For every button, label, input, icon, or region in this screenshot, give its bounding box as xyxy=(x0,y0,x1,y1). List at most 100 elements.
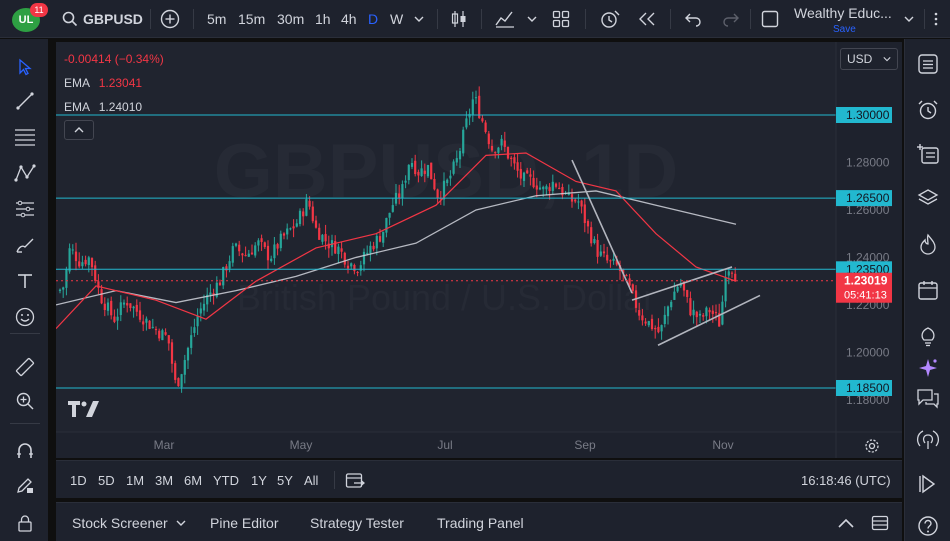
forecast-tool[interactable] xyxy=(13,197,37,221)
fullscreen-button[interactable] xyxy=(761,0,779,38)
hotlists-button[interactable] xyxy=(915,231,941,257)
measure-tool[interactable] xyxy=(13,355,37,379)
save-label[interactable]: Save xyxy=(833,23,856,35)
ema1-legend[interactable]: EMA 1.23041 xyxy=(64,76,142,90)
stay-drawing-tool[interactable] xyxy=(13,473,37,497)
chart-type-button[interactable] xyxy=(450,0,468,38)
layout-name[interactable]: Wealthy Educ... xyxy=(794,5,892,21)
currency-select[interactable]: USD xyxy=(840,48,898,70)
cursor-tool[interactable] xyxy=(13,55,37,79)
alerts-button[interactable] xyxy=(915,97,941,123)
range-1m[interactable]: 1M xyxy=(126,472,145,488)
lock-tool[interactable] xyxy=(13,511,37,535)
candle-body xyxy=(78,261,81,267)
help-button[interactable] xyxy=(915,513,941,539)
symbol-search[interactable]: GBPUSD xyxy=(62,0,143,38)
add-list-icon xyxy=(917,144,939,164)
price-chart[interactable]: GBPUSD, 1D British Pound / U.S. Dollar 1… xyxy=(56,42,902,458)
fib-lines-icon xyxy=(15,129,35,146)
watchlist-button[interactable] xyxy=(915,51,941,77)
calendar-goto-icon xyxy=(345,473,365,488)
timeframe-30m[interactable]: 30m xyxy=(277,11,305,27)
publish-button[interactable] xyxy=(915,471,941,497)
tab-trading-panel[interactable]: Trading Panel xyxy=(437,514,524,531)
candle-body xyxy=(698,313,702,316)
collapse-legend-button[interactable] xyxy=(64,120,94,140)
level-label-box xyxy=(836,380,892,396)
magnet-tool[interactable] xyxy=(13,439,37,463)
candle-body xyxy=(686,290,689,297)
icon-tool[interactable] xyxy=(13,305,37,329)
layout-dropdown[interactable] xyxy=(904,0,914,38)
range-1d[interactable]: 1D xyxy=(70,472,87,488)
candle-body xyxy=(654,327,657,330)
text-tool[interactable] xyxy=(13,269,37,293)
level-label-box xyxy=(836,190,892,207)
range-3m[interactable]: 3M xyxy=(155,472,174,488)
utc-clock[interactable]: 16:18:46 (UTC) xyxy=(801,472,891,488)
redo-button[interactable] xyxy=(722,0,740,38)
replay-button[interactable] xyxy=(638,0,656,38)
candle-body xyxy=(158,330,161,339)
zoom-tool[interactable] xyxy=(13,389,37,413)
pattern-tool[interactable] xyxy=(13,161,37,185)
timeframe-5m[interactable]: 5m xyxy=(207,11,227,27)
chart-pane[interactable]: GBPUSD, 1D British Pound / U.S. Dollar 1… xyxy=(56,42,902,458)
candle-body xyxy=(727,271,730,276)
candle-body xyxy=(170,342,174,364)
object-tree-button[interactable] xyxy=(915,185,941,211)
timeframe-d[interactable]: D xyxy=(368,11,379,27)
timeframe-15m[interactable]: 15m xyxy=(238,11,266,27)
candle-body xyxy=(308,200,311,207)
indicators-dropdown[interactable] xyxy=(527,0,537,38)
chats-button[interactable] xyxy=(915,385,941,411)
candle-body xyxy=(420,168,423,176)
compare-add-button[interactable] xyxy=(160,0,180,38)
range-6m[interactable]: 6M xyxy=(184,472,203,488)
time-axis[interactable]: Mar May Jul Sep Nov xyxy=(154,438,734,452)
goto-date-button[interactable] xyxy=(345,461,365,499)
trendline-tool[interactable] xyxy=(13,89,37,113)
calendar-button[interactable] xyxy=(915,277,941,303)
layouts-button[interactable] xyxy=(552,0,570,38)
zoom-in-icon xyxy=(16,392,34,410)
timeframe-4h[interactable]: 4h xyxy=(341,11,357,27)
candle-body xyxy=(314,220,318,228)
candle-body xyxy=(500,138,503,146)
maximize-panel-button[interactable] xyxy=(871,503,889,541)
plot-area xyxy=(56,42,836,432)
ema-slow-line xyxy=(56,190,737,306)
price-axis[interactable]: 1.280001.260001.240001.220001.200001.180… xyxy=(836,107,892,407)
candle-body xyxy=(455,158,458,163)
candle-body xyxy=(478,95,481,118)
indicators-button[interactable] xyxy=(494,0,516,38)
alert-button[interactable] xyxy=(598,0,620,38)
tab-stock-screener[interactable]: Stock Screener xyxy=(72,503,186,541)
tab-pine-editor[interactable]: Pine Editor xyxy=(210,514,279,531)
ideas-button[interactable] xyxy=(915,323,941,349)
fib-tool[interactable] xyxy=(13,125,37,149)
candle-body xyxy=(577,201,580,203)
candle-body xyxy=(628,278,631,286)
ema2-legend[interactable]: EMA 1.24010 xyxy=(64,100,142,114)
candle-body xyxy=(468,113,471,118)
chart-settings-button[interactable] xyxy=(862,436,882,456)
timeframe-w[interactable]: W xyxy=(390,11,404,27)
streams-button[interactable] xyxy=(915,427,941,453)
undo-button[interactable] xyxy=(684,0,702,38)
data-window-button[interactable] xyxy=(915,141,941,167)
menu-button[interactable] xyxy=(932,0,940,38)
range-5y[interactable]: 5Y xyxy=(277,472,293,488)
range-5d[interactable]: 5D xyxy=(98,472,115,488)
tab-strategy-tester[interactable]: Strategy Tester xyxy=(310,514,404,531)
candle-body xyxy=(724,277,727,302)
candle-body xyxy=(138,310,142,320)
brush-tool[interactable] xyxy=(13,233,37,257)
range-all[interactable]: All xyxy=(304,472,319,488)
ai-assistant-button[interactable] xyxy=(915,355,941,381)
collapse-panel-button[interactable] xyxy=(837,503,855,541)
range-ytd[interactable]: YTD xyxy=(213,472,239,488)
timeframe-1h[interactable]: 1h xyxy=(315,11,331,27)
range-1y[interactable]: 1Y xyxy=(251,472,267,488)
timeframe-dropdown[interactable] xyxy=(414,0,424,38)
